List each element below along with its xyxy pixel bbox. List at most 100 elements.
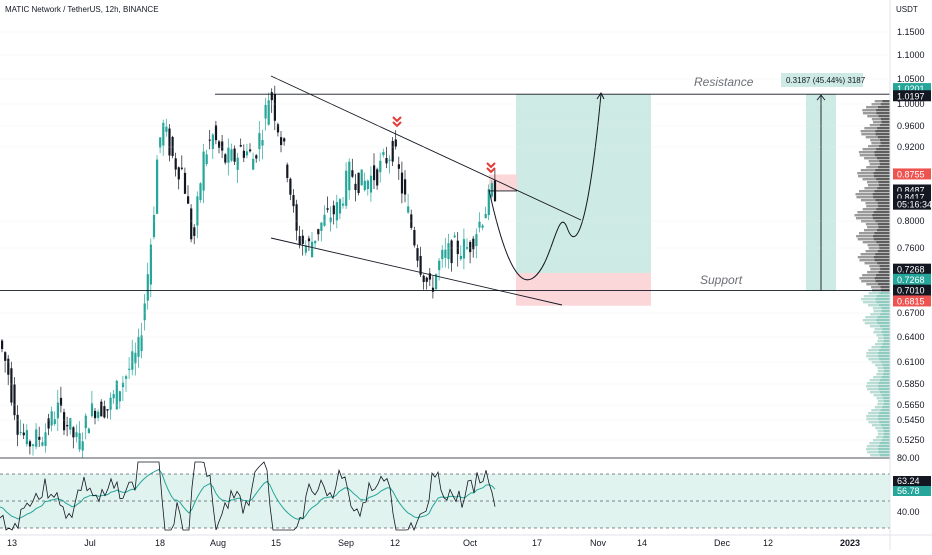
time-tick-label: 18	[155, 538, 165, 548]
volume-bar-inner	[883, 430, 890, 433]
candle-body	[435, 274, 438, 290]
volume-bar-inner	[874, 190, 890, 193]
time-tick-label: Nov	[590, 538, 607, 548]
volume-bar	[877, 433, 890, 436]
price-tag	[893, 168, 931, 180]
price-tag	[893, 295, 931, 307]
volume-bar-inner	[879, 358, 890, 361]
candle-body	[317, 229, 320, 235]
volume-bar	[865, 202, 890, 205]
candle-body	[478, 221, 481, 228]
volume-bar-inner	[876, 229, 890, 232]
candle-body	[301, 235, 304, 244]
volume-bar-inner	[878, 382, 890, 385]
candle-body	[490, 183, 493, 197]
profit-zone	[516, 94, 651, 273]
candle-body	[329, 217, 332, 223]
candle-body	[335, 202, 338, 221]
candle-body	[168, 128, 171, 156]
sell-marker	[486, 162, 496, 169]
volume-bar-inner	[877, 250, 890, 253]
time-tick-label: 15	[271, 538, 281, 548]
projection-arrow	[596, 92, 605, 100]
volume-bar-inner	[875, 298, 890, 301]
candle-body	[388, 159, 391, 161]
sell-marker	[392, 121, 402, 128]
volume-bar-inner	[881, 331, 890, 334]
volume-bar-inner	[880, 391, 890, 394]
candle-body	[196, 196, 199, 226]
candle-body	[159, 137, 162, 148]
price-tick-label: 0.8000	[897, 216, 925, 226]
candle-body	[190, 208, 193, 240]
candle-body	[81, 441, 84, 451]
volume-bar	[866, 448, 890, 451]
candle-body	[338, 199, 342, 214]
volume-bar-inner	[876, 319, 890, 322]
price-tick-label: 0.9600	[897, 121, 925, 131]
candle-body	[13, 384, 16, 416]
candle-body	[128, 368, 131, 370]
candle-body	[431, 287, 435, 292]
candle-body	[205, 154, 208, 165]
price-tag-label: 0.7268	[897, 265, 925, 275]
volume-bar-inner	[878, 226, 890, 229]
volume-bar-inner	[877, 127, 890, 130]
volume-bar-inner	[879, 163, 890, 166]
rsi-level-label: 40.00	[897, 507, 920, 517]
candle-body	[292, 195, 295, 207]
candle-body	[69, 418, 72, 430]
candle-body	[72, 427, 75, 438]
trade-zones	[489, 94, 836, 306]
candle-body	[121, 382, 125, 388]
price-tag-label: 1.0201	[897, 84, 925, 94]
candle-body	[249, 149, 252, 152]
candle-body	[236, 157, 239, 170]
candle-body	[156, 159, 159, 214]
price-tag	[893, 273, 931, 285]
candle-body	[255, 155, 258, 159]
volume-bar-inner	[883, 403, 890, 406]
price-tick-label: 1.0500	[897, 74, 925, 84]
volume-bar-inner	[877, 316, 890, 319]
candle-body	[311, 241, 314, 258]
candle-body	[103, 406, 106, 418]
volume-bar-inner	[880, 286, 890, 289]
candle-body	[16, 414, 19, 435]
price-tick-label: 0.6700	[897, 308, 925, 318]
volume-bar-inner	[876, 148, 890, 151]
candle-body	[230, 149, 233, 161]
volume-bar-inner	[878, 451, 890, 454]
candle-body	[75, 432, 78, 437]
volume-bar-inner	[875, 199, 890, 202]
candle-body	[171, 136, 174, 156]
volume-bar	[874, 343, 890, 346]
candle-body	[125, 376, 128, 379]
volume-bar	[873, 394, 890, 397]
rsi-value-label: 63.24	[897, 476, 920, 486]
price-tag	[893, 198, 931, 210]
candle-body	[462, 239, 466, 259]
volume-bar-inner	[875, 280, 890, 283]
rsi-ma-line	[0, 468, 496, 520]
candle-body	[267, 100, 270, 125]
time-tick-label: 2023	[840, 538, 860, 548]
candle-body	[180, 167, 183, 169]
volume-bar-inner	[883, 370, 890, 373]
candle-body	[218, 141, 221, 148]
time-axis: 13 Jul 18 Aug 15 Sep 12 Oct 17 Nov 14 Dec 12 2023	[0, 534, 932, 548]
volume-bar-inner	[874, 277, 890, 280]
candle-body	[87, 428, 90, 434]
price-tick-label: 0.7600	[897, 243, 925, 253]
candle-body	[385, 157, 388, 164]
candle-body	[32, 444, 35, 447]
volume-bar	[873, 331, 890, 334]
volume-bar-inner	[876, 109, 890, 112]
candle-body	[112, 394, 115, 399]
volume-bar-inner	[878, 352, 890, 355]
candle-body	[298, 236, 301, 246]
candle-body	[28, 441, 32, 447]
time-tick-label: 13	[7, 538, 17, 548]
